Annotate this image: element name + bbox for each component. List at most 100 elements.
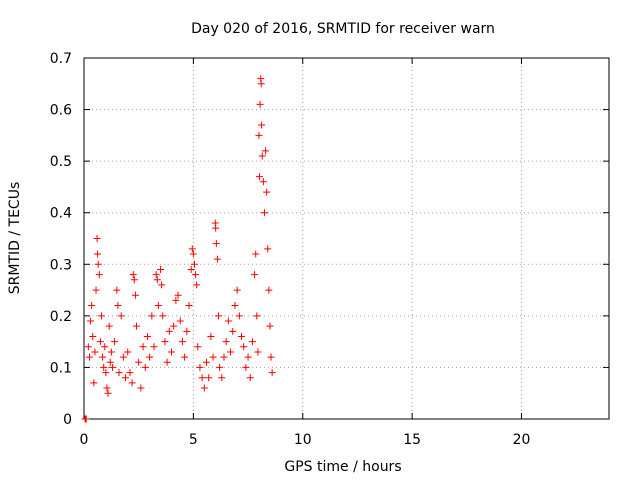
data-point [200,384,208,392]
data-point [259,178,267,186]
data-point [158,281,166,289]
data-point [113,286,121,294]
data-point [242,363,250,371]
data-point [165,327,173,335]
data-point [213,255,221,263]
tick-labels: 0 5 10 15 20 0 0.1 0.2 0.3 0.4 0.5 0.6 0.7 [50,51,531,448]
y-tick-label: 0 [63,412,72,428]
y-tick-label: 0.6 [50,103,72,119]
y-axis-label: SRMTID / TECUs [7,182,23,295]
data-point [198,374,206,382]
data-point [216,363,224,371]
data-point [235,312,243,320]
data-point [244,353,252,361]
data-point [196,363,204,371]
data-point [207,332,215,340]
data-point [92,286,100,294]
data-point [148,312,156,320]
x-tick-label: 20 [513,432,531,448]
data-point [192,271,200,279]
data-point [117,312,125,320]
data-point [159,312,167,320]
data-point [227,348,235,356]
data-point [106,358,114,366]
data-point [231,302,239,310]
data-point [103,384,111,392]
data-point [233,286,241,294]
data-point [215,312,223,320]
axis-ticks [83,57,609,420]
data-point [139,343,147,351]
data-point [258,152,266,160]
data-point [124,348,132,356]
data-point [133,322,140,330]
data-point [115,369,123,377]
y-tick-label: 0.3 [50,257,72,273]
data-points [81,75,276,423]
data-point [263,188,271,196]
data-point [265,286,273,294]
data-point [107,348,115,356]
data-point [168,348,175,356]
data-point [266,322,274,330]
data-point [176,317,184,325]
x-tick-label: 15 [403,432,421,448]
y-tick-label: 0.4 [50,206,72,222]
x-tick-label: 10 [294,432,312,448]
x-axis-label: GPS time / hours [284,459,401,475]
data-point [153,276,161,284]
data-point [154,302,162,310]
data-point [91,348,99,356]
data-point [222,338,230,346]
data-point [95,271,103,279]
data-point [257,80,265,88]
x-tick-label: 0 [80,432,89,448]
data-point [93,235,101,242]
data-point [163,358,171,366]
y-tick-label: 0.2 [50,309,72,325]
data-point [178,338,186,346]
data-point [135,358,143,366]
data-point [183,327,191,335]
data-point [267,353,275,361]
data-point [126,369,134,377]
data-point [268,369,276,377]
data-point [229,327,237,335]
data-point [129,271,137,279]
data-point [255,131,263,139]
data-point [98,312,105,320]
data-point [122,374,130,382]
data-point [185,302,193,310]
data-point [258,121,266,129]
data-point [141,363,149,371]
data-point [254,348,262,356]
data-point [85,353,93,361]
data-point [114,302,122,310]
data-point [104,389,112,397]
data-point [105,322,113,330]
y-tick-label: 0.7 [50,51,72,67]
data-point [174,291,182,299]
data-point [90,379,98,387]
data-point [130,276,138,284]
data-point [238,332,245,340]
data-point [251,271,259,279]
data-point [262,147,270,155]
data-point [181,353,189,361]
data-point [209,353,217,361]
data-point [212,240,220,248]
data-point [188,245,196,253]
chart-title: Day 020 of 2016, SRMTID for receiver war… [191,21,495,37]
data-point [203,358,210,366]
data-point [108,363,116,371]
data-point [255,173,263,181]
data-point [111,338,119,346]
data-point [190,260,198,268]
data-point [161,338,169,346]
data-point [194,343,202,351]
data-point [128,379,136,387]
data-point [189,250,197,258]
data-point [131,291,139,299]
grid-lines [84,58,609,419]
data-point [101,343,109,351]
